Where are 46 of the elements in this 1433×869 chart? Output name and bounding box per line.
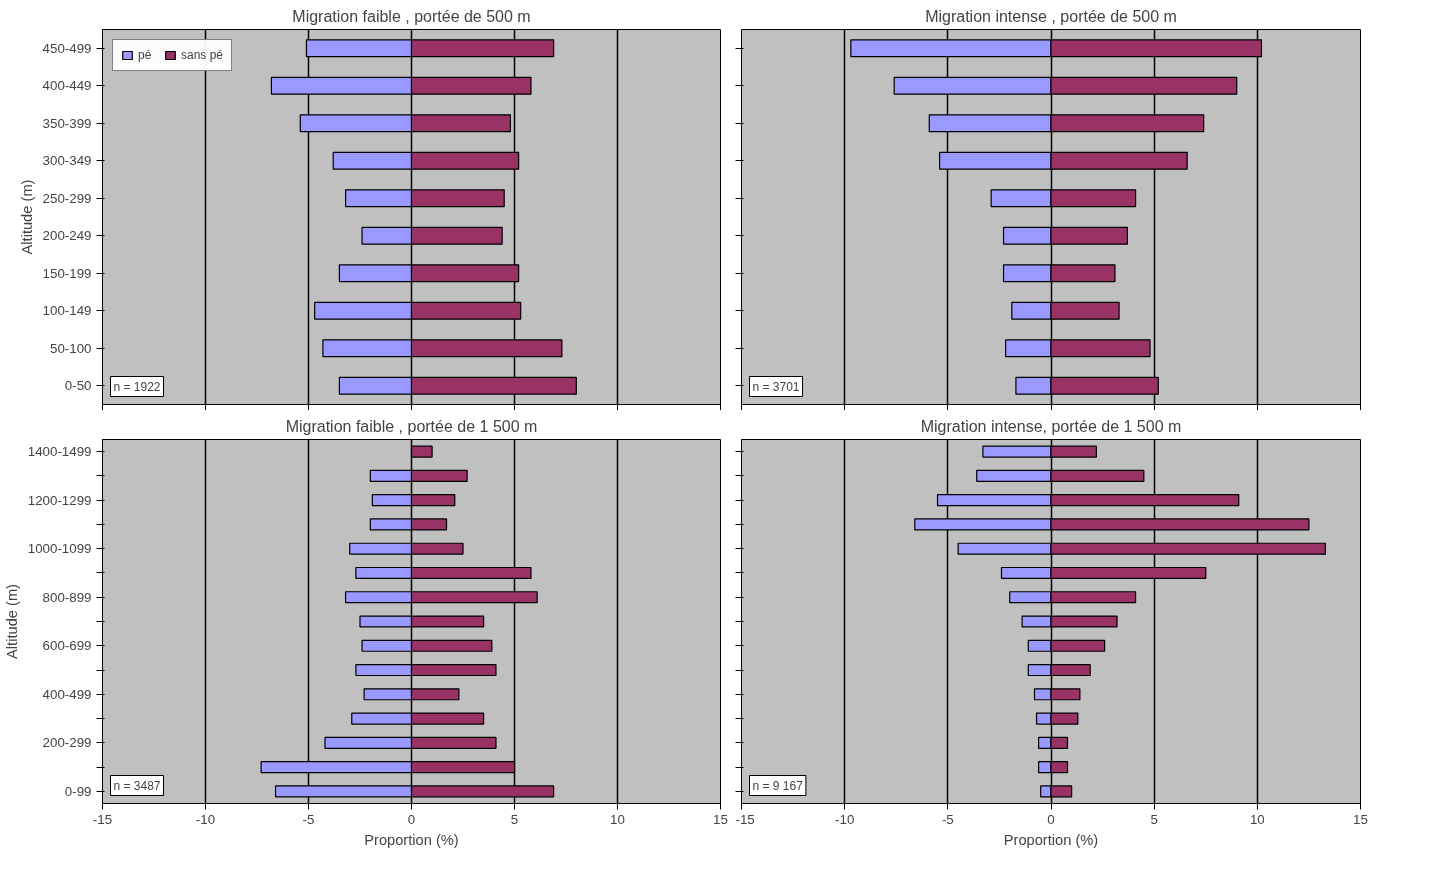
chart-title: Migration faible , portée de 1 500 m [285,417,538,435]
y-tick-label: 1400-1499 [27,444,92,460]
y-tick-label: 50-100 [50,340,92,356]
y-axis-title: Altitude (m) [18,179,35,255]
y-tick-label: 400-449 [42,78,92,94]
y-tick-label: 1200-1299 [27,492,92,508]
x-tick-label: -5 [941,811,954,827]
x-tick-label: 15 [713,811,728,827]
x-tick-label: 0 [407,811,416,827]
x-tick-label: -15 [92,811,113,827]
annotation: n = 3487 [113,778,161,793]
annotation: n = 9 167 [752,778,804,793]
y-tick-label: 0-99 [64,783,92,799]
y-tick-label: 800-899 [42,589,92,605]
y-tick-label: 400-499 [42,686,92,702]
x-tick-label: 10 [610,811,625,827]
y-tick-label: 0-50 [64,378,92,394]
y-tick-label: 100-149 [42,303,92,319]
y-tick-label: 350-399 [42,115,92,131]
y-axis-title: Altitude (m) [3,584,20,659]
legend-label: pé [138,48,153,62]
y-tick-label: 1000-1099 [27,541,92,557]
x-tick-label: 0 [1047,811,1055,827]
y-tick-label: 300-349 [42,153,92,169]
x-tick-label: -10 [195,811,216,827]
x-tick-label: -5 [302,811,315,827]
x-tick-label: 10 [1249,811,1265,827]
x-axis-title: Proportion (%) [364,831,459,848]
x-tick-label: -15 [735,811,755,827]
chart-title: Migration intense, portée de 1 500 m [920,417,1182,435]
legend-label: sans pé [181,48,224,62]
annotation: n = 3701 [752,379,800,394]
annotation: n = 1922 [113,379,161,394]
y-tick-label: 450-499 [42,40,92,56]
y-tick-label: 200-249 [42,228,92,244]
y-tick-label: 200-299 [42,735,92,751]
x-tick-label: -10 [835,811,855,827]
y-tick-label: 250-299 [42,190,92,206]
x-axis-title: Proportion (%) [1003,831,1099,848]
chart-title: Migration intense , portée de 500 m [925,7,1177,25]
y-tick-label: 150-199 [42,265,92,281]
x-tick-label: 5 [1150,811,1158,827]
x-tick-label: 5 [510,811,519,827]
x-tick-label: 15 [1353,811,1368,827]
y-tick-label: 600-699 [42,638,92,654]
chart-title: Migration faible , portée de 500 m [292,7,531,25]
